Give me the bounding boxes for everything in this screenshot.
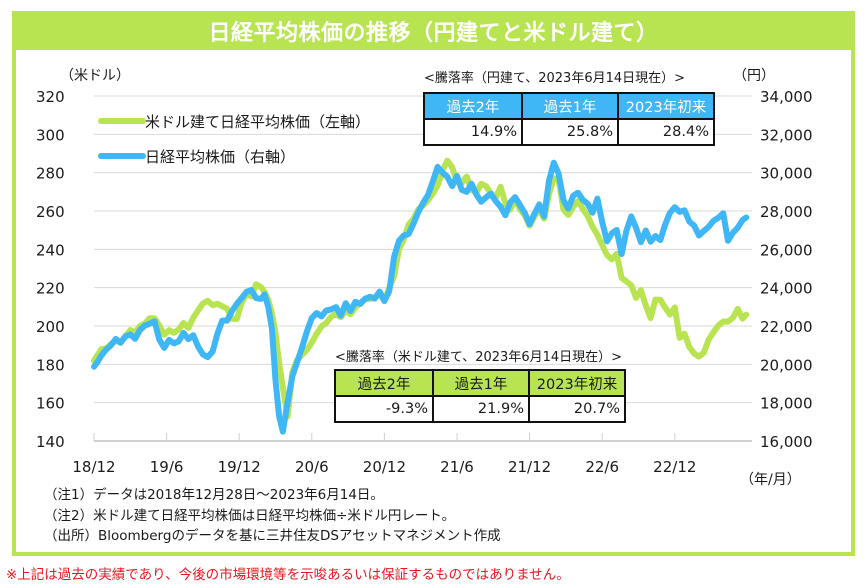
y-right-tick-label: 34,000: [760, 88, 813, 106]
x-tick-label: 21/6: [440, 458, 474, 476]
x-tick-label: 18/12: [72, 458, 115, 476]
y-right-tick-label: 18,000: [760, 395, 813, 413]
y-left-tick-label: 140: [36, 433, 65, 451]
x-axis-labels: 18/12 19/6 19/12 20/6 20/12 21/6 21/12 22/6 22/1…: [72, 458, 696, 476]
chart-title: 日経平均株価の推移（円建てと米ドル建て）: [208, 20, 659, 46]
yen-value-2y: 14.9%: [423, 118, 523, 146]
yen-return-header-row: 過去2年 過去1年 2023年初来: [423, 92, 715, 120]
x-tick-label: 22/6: [585, 458, 619, 476]
y-left-tick-label: 260: [36, 203, 65, 221]
y-right-tick-label: 28,000: [760, 203, 813, 221]
y-right-tick-label: 24,000: [760, 280, 813, 298]
yen-header-ytd: 2023年初来: [617, 92, 715, 120]
usd-header-1y: 過去1年: [432, 369, 530, 397]
chart-title-banner: 日経平均株価の推移（円建てと米ドル建て）: [12, 11, 855, 50]
x-tick-label: 22/12: [653, 458, 696, 476]
y-left-tick-label: 200: [36, 318, 65, 336]
yen-header-2y: 過去2年: [423, 92, 523, 120]
yen-return-table: 過去2年 過去1年 2023年初来 14.9% 25.8% 28.4%: [423, 92, 715, 146]
usd-return-caption: <騰落率（米ドル建て、2023年6月14日現在）>: [335, 350, 623, 365]
usd-header-2y: 過去2年: [334, 369, 434, 397]
legend-label-usd: 米ドル建て日経平均株価（左軸）: [145, 113, 370, 131]
y-left-tick-label: 320: [36, 88, 65, 106]
usd-return-table: 過去2年 過去1年 2023年初来 -9.3% 21.9% 20.7%: [334, 369, 626, 423]
yen-header-1y: 過去1年: [521, 92, 619, 120]
usd-value-1y: 21.9%: [432, 395, 530, 423]
x-tick-label: 19/12: [218, 458, 261, 476]
x-tick-label: 20/6: [295, 458, 329, 476]
y-axis-right: 34,000 32,000 30,000 28,000 26,000 24,000 22,0…: [760, 88, 813, 451]
usd-return-header-row: 過去2年 過去1年 2023年初来: [334, 369, 626, 397]
usd-value-2y: -9.3%: [334, 395, 434, 423]
x-tick-label: 21/12: [508, 458, 551, 476]
y-right-unit-label: （円）: [733, 68, 775, 84]
x-tick-label: 20/12: [363, 458, 406, 476]
y-right-tick-label: 30,000: [760, 165, 813, 183]
usd-value-ytd: 20.7%: [528, 395, 626, 423]
yen-value-ytd: 28.4%: [617, 118, 715, 146]
y-left-tick-label: 240: [36, 241, 65, 259]
y-right-tick-label: 20,000: [760, 356, 813, 374]
yen-value-1y: 25.8%: [521, 118, 619, 146]
source-note: （出所）Bloombergのデータを基に三井住友DSアセットマネジメント作成: [44, 528, 501, 544]
usd-header-ytd: 2023年初来: [528, 369, 626, 397]
y-left-tick-label: 180: [36, 356, 65, 374]
series-line-yen-nikkei: [91, 159, 750, 435]
yen-return-value-row: 14.9% 25.8% 28.4%: [423, 118, 715, 146]
y-left-tick-label: 280: [36, 165, 65, 183]
yen-return-caption: <騰落率（円建て、2023年6月14日現在）>: [424, 71, 686, 86]
series-layer: [91, 157, 750, 435]
legend: 米ドル建て日経平均株価（左軸） 日経平均株価（右軸）: [98, 113, 370, 166]
x-axis-ticks: [93, 433, 676, 441]
chart-notes: （注1）データは2018年12月28日～2023年6月14日。 （注2）米ドル建…: [44, 485, 501, 547]
y-right-tick-label: 26,000: [760, 241, 813, 259]
usd-return-value-row: -9.3% 21.9% 20.7%: [334, 395, 626, 423]
y-left-unit-label: （米ドル）: [60, 68, 130, 84]
note-1: （注1）データは2018年12月28日～2023年6月14日。: [44, 487, 384, 503]
y-right-tick-label: 22,000: [760, 318, 813, 336]
y-axis-left: 320 300 280 260 240 220 200 180 160 140: [36, 88, 65, 451]
y-right-tick-label: 32,000: [760, 126, 813, 144]
disclaimer: ※上記は過去の実績であり、今後の市場環境等を示唆あるいは保証するものではありませ…: [6, 567, 570, 583]
y-right-tick-label: 16,000: [760, 433, 813, 451]
y-left-tick-label: 300: [36, 126, 65, 144]
x-axis-unit-label: （年/月）: [740, 472, 801, 488]
chart-frame: [12, 11, 855, 556]
x-tick-label: 19/6: [150, 458, 184, 476]
note-2: （注2）米ドル建て日経平均株価は日経平均株価÷米ドル円レート。: [44, 507, 456, 524]
legend-label-yen: 日経平均株価（右軸）: [145, 148, 295, 166]
y-left-tick-label: 160: [36, 395, 65, 413]
y-left-tick-label: 220: [36, 280, 65, 298]
